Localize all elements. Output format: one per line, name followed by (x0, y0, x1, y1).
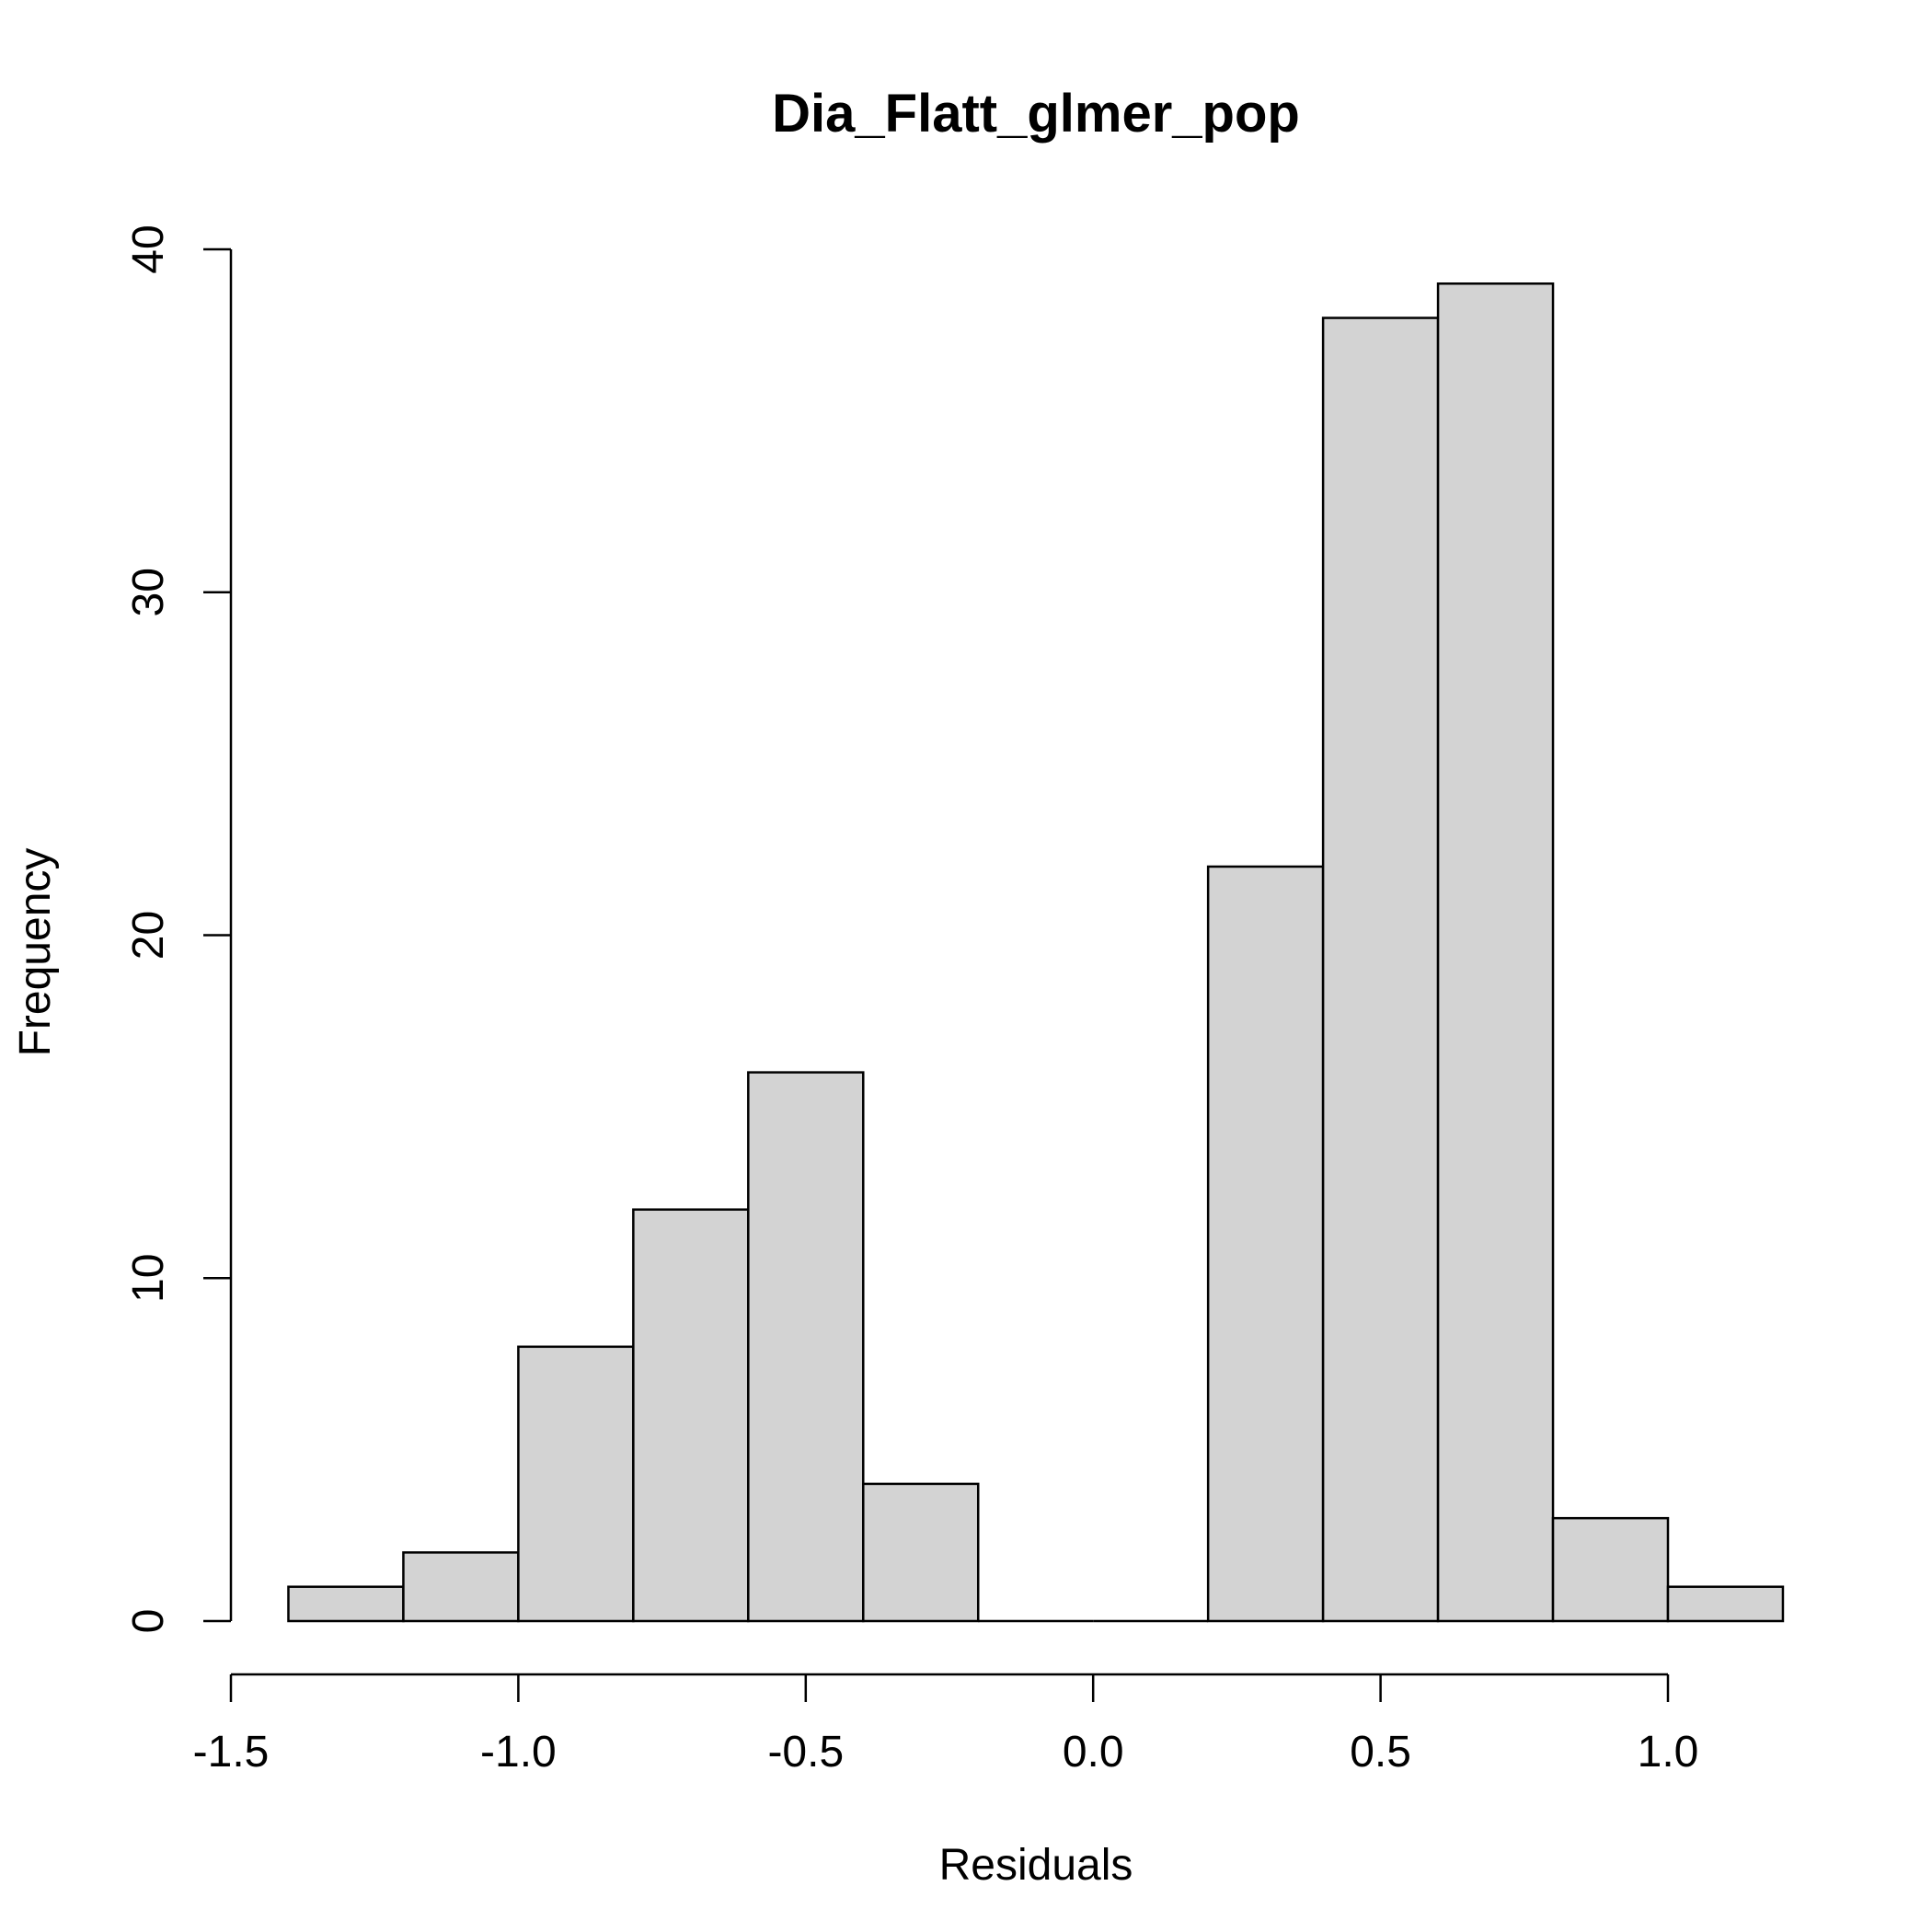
histogram-bar (1551, 1516, 1670, 1623)
x-axis: -1.5 -1.0 -0.5 0.0 0.5 1.0 (193, 1673, 1699, 1777)
y-tick-label: 40 (124, 224, 173, 273)
y-tick-label: 0 (124, 1609, 173, 1634)
histogram-bar (402, 1551, 520, 1623)
y-tick-label: 30 (124, 568, 173, 616)
chart-title: Dia_Flatt_glmer_pop (772, 84, 1300, 144)
y-tick-label: 10 (124, 1254, 173, 1303)
histogram-bar (632, 1208, 750, 1623)
histogram-bar (517, 1345, 635, 1623)
histogram-bar (1436, 282, 1555, 1623)
histogram-bar (747, 1071, 865, 1623)
x-tick-label: -1.5 (193, 1728, 270, 1777)
y-tick-label: 20 (124, 911, 173, 960)
y-axis: 0 10 20 30 40 (124, 224, 233, 1634)
histogram-bar (1321, 316, 1440, 1623)
x-tick-label: 0.0 (1063, 1728, 1124, 1777)
y-axis-label: Frequency (11, 848, 60, 1057)
histogram-bar (1206, 865, 1325, 1623)
x-tick-label: -1.0 (480, 1728, 557, 1777)
bars-group (287, 282, 1785, 1623)
x-axis-label: Residuals (939, 1841, 1133, 1890)
x-tick-label: 0.5 (1350, 1728, 1411, 1777)
histogram-bar (1666, 1585, 1785, 1623)
x-tick-label: -0.5 (767, 1728, 844, 1777)
histogram-bar (862, 1482, 980, 1623)
histogram-bar (287, 1585, 405, 1623)
x-tick-label: 1.0 (1638, 1728, 1699, 1777)
